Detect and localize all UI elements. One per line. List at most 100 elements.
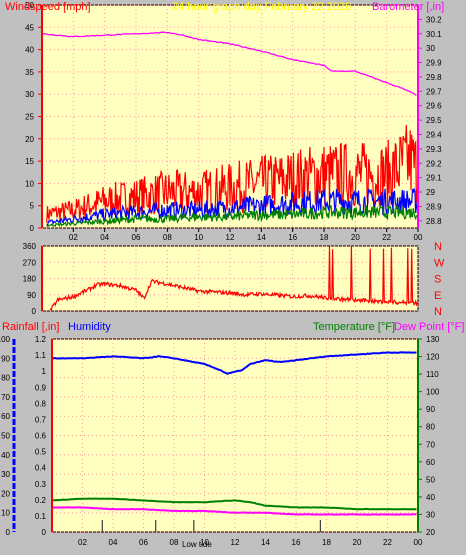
rain-tick-label: 0.8: [35, 399, 47, 408]
rain-x-tick-label: 14: [261, 538, 270, 547]
direction-tick-label: 360: [23, 242, 37, 251]
barometer-tick-label: 29.4: [426, 130, 442, 139]
wind-tick-label: 15: [25, 157, 34, 166]
wind-x-tick-label: 14: [257, 233, 266, 242]
wind-x-tick-label: 02: [69, 233, 78, 242]
rain-tick-label: 0.7: [35, 415, 47, 424]
temperature-tick-label: 70: [426, 440, 435, 449]
barometer-tick-label: 29.3: [426, 145, 442, 154]
rain-x-tick-label: 12: [231, 538, 240, 547]
rain-x-tick-label: 06: [139, 538, 148, 547]
rain-tick-label: 0.5: [35, 448, 47, 457]
rain-x-tick-label: 02: [78, 538, 87, 547]
temperature-tick-label: 50: [426, 475, 435, 484]
temperature-tick-label: 40: [426, 493, 435, 502]
humidity-tick-label: 10: [1, 509, 10, 518]
temperature-line: [51, 497, 417, 511]
rain-tick-label: 0.1: [35, 512, 47, 521]
temperature-tick-label: 90: [426, 405, 435, 414]
wind-x-tick-label: 00: [414, 233, 423, 242]
wind-x-tick-label: 12: [226, 233, 235, 242]
lowtide-label: Low tide: [182, 540, 212, 549]
windspeed-label: Windspeed [mph]: [5, 1, 91, 13]
compass-label: E: [434, 290, 441, 302]
wind-x-tick-label: 10: [194, 233, 203, 242]
humidity-tick-label: 20: [1, 489, 10, 498]
barometer-tick-label: 29.2: [426, 159, 442, 168]
rain-tick-label: 0.6: [35, 432, 47, 441]
barometer-tick-label: 29.1: [426, 174, 442, 183]
rain-tick-label: 1: [42, 367, 47, 376]
barometer-tick-label: 30.2: [426, 15, 442, 24]
barometer-label: Barometer [,in]: [372, 1, 444, 13]
barometer-line: [41, 31, 417, 96]
barometer-tick-label: 29.7: [426, 87, 442, 96]
temperature-tick-label: 80: [426, 423, 435, 432]
rainfall-label: Rainfall [,in]: [2, 321, 59, 333]
direction-tick-label: 90: [27, 291, 36, 300]
rain-x-tick-label: 04: [109, 538, 118, 547]
compass-label: N: [434, 306, 442, 318]
wind-x-tick-label: 22: [382, 233, 391, 242]
wind-tick-label: 5: [30, 202, 35, 211]
direction-tick-label: 180: [23, 275, 37, 284]
wind-tick-label: 35: [25, 68, 34, 77]
wind-x-tick-label: 04: [100, 233, 109, 242]
rain-x-tick-label: 18: [322, 538, 331, 547]
temperature-tick-label: 60: [426, 458, 435, 467]
wind-x-tick-label: 18: [320, 233, 329, 242]
temperature-tick-label: 100: [426, 388, 440, 397]
humidity-tick-label: 60: [1, 412, 10, 421]
temperature-tick-label: 120: [426, 353, 440, 362]
barometer-tick-label: 30.1: [426, 30, 442, 39]
wind-x-tick-label: 16: [288, 233, 297, 242]
rain-tick-label: 0.2: [35, 496, 47, 505]
temperature-tick-label: 20: [426, 528, 435, 537]
wind-tick-label: 10: [25, 179, 34, 188]
barometer-tick-label: 29.9: [426, 59, 442, 68]
humidity-tick-label: 40: [1, 451, 10, 460]
wind-tick-label: 25: [25, 113, 34, 122]
rain-x-tick-label: 08: [170, 538, 179, 547]
wind-x-tick-label: 20: [351, 233, 360, 242]
wind-tick-label: 0: [30, 224, 35, 233]
humidity-tick-label: 30: [1, 470, 10, 479]
direction-tick-label: 270: [23, 258, 37, 267]
temperature-tick-label: 30: [426, 510, 435, 519]
barometer-tick-label: 28.9: [426, 202, 442, 211]
humidity-label: Humidity: [68, 321, 111, 333]
chart-title: 24 hour graph day February 22 2026: [172, 1, 351, 13]
compass-label: S: [434, 274, 441, 286]
rain-x-tick-label: 22: [383, 538, 392, 547]
humidity-line: [52, 351, 417, 375]
wind-tick-label: 20: [25, 135, 34, 144]
humidity-tick-label: 50: [1, 432, 10, 441]
wind-x-tick-label: 06: [132, 233, 141, 242]
humidity-tick-label: 90: [1, 354, 10, 363]
wind-speed-line: [46, 187, 418, 227]
rain-tick-label: 0.4: [35, 464, 47, 473]
barometer-tick-label: 29: [426, 188, 435, 197]
barometer-tick-label: 29.5: [426, 116, 442, 125]
rain-tick-label: 1.2: [35, 335, 47, 344]
compass-label: W: [434, 257, 445, 269]
rain-x-tick-label: 10: [200, 538, 209, 547]
temperature-tick-label: 110: [426, 370, 439, 379]
barometer-tick-label: 29.6: [426, 102, 442, 111]
dewpoint-line: [51, 506, 417, 516]
rain-tick-label: 0.3: [35, 480, 47, 489]
barometer-tick-label: 28.8: [426, 217, 442, 226]
humidity-tick-label: 100: [0, 335, 11, 344]
compass-label: N: [434, 241, 442, 253]
humidity-tick-label: 80: [1, 374, 10, 383]
rain-tick-label: 0: [42, 528, 47, 537]
rain-x-tick-label: 00: [414, 538, 423, 547]
temperature-tick-label: 130: [426, 335, 440, 344]
barometer-tick-label: 30: [426, 44, 435, 53]
dewpoint-label: Dew Point [°F]: [394, 321, 464, 333]
rain-x-tick-label: 20: [353, 538, 362, 547]
wind-direction-line: [49, 246, 418, 312]
barometer-tick-label: 29.8: [426, 73, 442, 82]
wind-tick-label: 50: [25, 1, 34, 10]
